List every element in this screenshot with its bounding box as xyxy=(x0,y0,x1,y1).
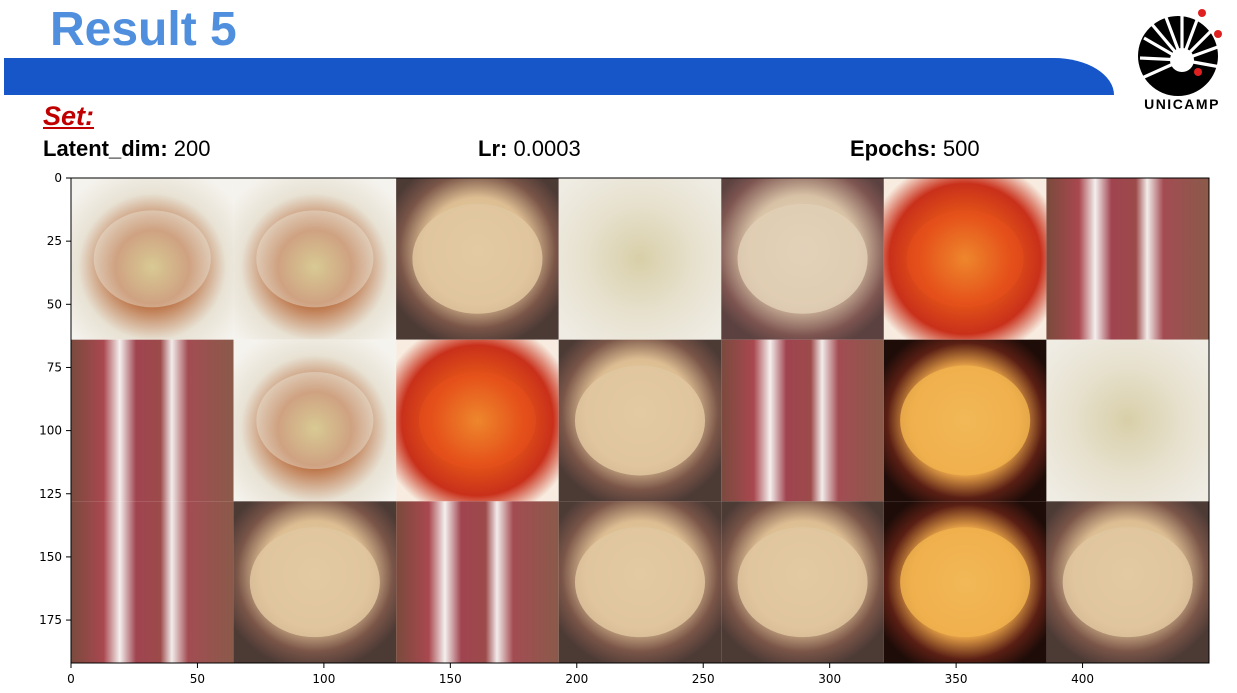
x-axis: 0 50 100 150 200 250 300 350 400 xyxy=(67,663,1094,686)
image-tile xyxy=(233,178,397,340)
image-tile xyxy=(1046,178,1209,340)
y-tick-label: 175 xyxy=(39,613,62,627)
image-tile xyxy=(233,501,397,663)
x-tick-label: 250 xyxy=(692,672,715,686)
y-tick-label: 75 xyxy=(47,360,62,374)
image-tile xyxy=(721,178,884,340)
x-tick-label: 50 xyxy=(190,672,205,686)
unicamp-logo-icon xyxy=(1138,9,1227,96)
logo-wordmark: UNICAMP xyxy=(1144,96,1220,112)
x-tick-label: 200 xyxy=(565,672,588,686)
y-axis: 0 25 50 75 100 125 150 175 xyxy=(39,171,71,627)
set-heading: Set: xyxy=(43,101,95,131)
y-tick-label: 125 xyxy=(39,487,62,501)
image-tile xyxy=(721,339,884,502)
param-lr-label: Lr: xyxy=(478,136,508,161)
image-tile xyxy=(1046,339,1209,502)
image-tiles xyxy=(71,178,1209,663)
param-lr-value: 0.0003 xyxy=(507,136,581,161)
image-tile xyxy=(558,501,722,663)
image-tile xyxy=(558,178,722,340)
image-tile xyxy=(883,339,1047,502)
x-tick-label: 400 xyxy=(1071,672,1094,686)
param-epochs-value: 500 xyxy=(936,136,980,161)
image-tile xyxy=(233,339,397,502)
param-lr: Lr: 0.0003 xyxy=(478,136,581,162)
param-latent-dim-label: Latent_dim: xyxy=(43,136,168,161)
slide-title: Result 5 xyxy=(50,3,237,56)
y-tick-label: 0 xyxy=(54,171,62,185)
image-tile xyxy=(396,339,559,502)
param-epochs-label: Epochs: xyxy=(850,136,937,161)
y-tick-label: 100 xyxy=(39,424,62,438)
image-tile xyxy=(883,178,1047,340)
y-tick-label: 25 xyxy=(47,234,62,248)
y-tick-label: 150 xyxy=(39,550,62,564)
title-banner xyxy=(4,58,1114,95)
param-epochs: Epochs: 500 xyxy=(850,136,980,162)
image-tile xyxy=(71,178,234,340)
image-tile xyxy=(721,501,884,663)
image-tile xyxy=(558,339,722,502)
x-tick-label: 350 xyxy=(945,672,968,686)
x-tick-label: 100 xyxy=(312,672,335,686)
image-tile xyxy=(396,178,559,340)
x-tick-label: 300 xyxy=(818,672,841,686)
image-tile xyxy=(883,501,1047,663)
param-latent-dim-value: 200 xyxy=(167,136,211,161)
image-tile xyxy=(71,501,234,663)
image-tile xyxy=(1046,501,1209,663)
x-tick-label: 0 xyxy=(67,672,75,686)
x-tick-label: 150 xyxy=(439,672,462,686)
plot-frame xyxy=(70,177,1210,664)
image-tile xyxy=(396,501,559,663)
y-tick-label: 50 xyxy=(47,297,62,311)
param-latent-dim: Latent_dim: 200 xyxy=(43,136,211,162)
image-tile xyxy=(71,339,234,502)
